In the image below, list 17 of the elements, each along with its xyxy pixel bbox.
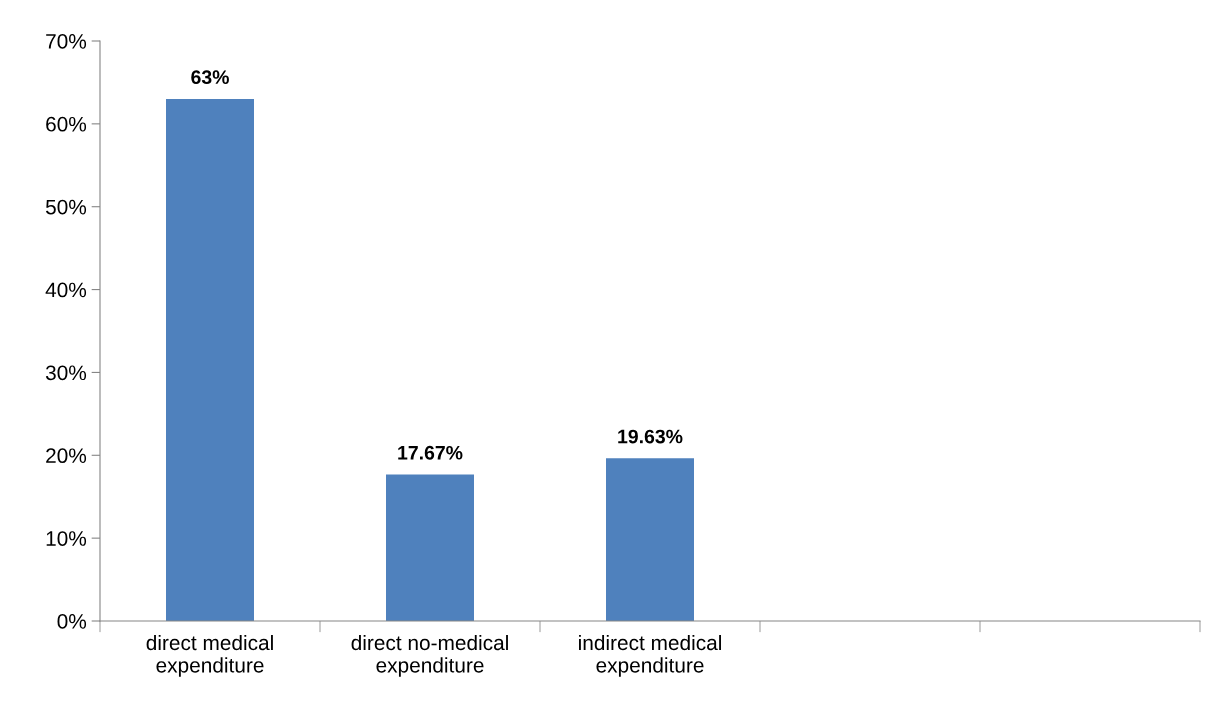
x-tick-label: indirect medical expenditure: [579, 634, 721, 677]
y-tick-label: 50%: [45, 199, 87, 215]
y-tick-label: 40%: [45, 282, 87, 298]
y-tick-label: 0%: [57, 614, 87, 629]
y-tick-label: 20%: [46, 448, 87, 464]
y-tick-label: 10%: [46, 531, 87, 546]
y-tick-label: 60%: [46, 116, 87, 132]
y-tick-label: 30%: [45, 365, 87, 381]
bar: [166, 99, 254, 621]
x-tick-label: direct no-medical expenditure: [351, 634, 508, 677]
data-label: 19.63%: [618, 429, 683, 444]
data-label: 17.67%: [398, 445, 463, 460]
bar: [606, 458, 694, 621]
bar: [386, 474, 474, 621]
x-tick-label: direct medical expenditure: [146, 634, 273, 677]
y-tick-label: 70%: [46, 34, 87, 49]
data-label: 63%: [191, 70, 229, 85]
